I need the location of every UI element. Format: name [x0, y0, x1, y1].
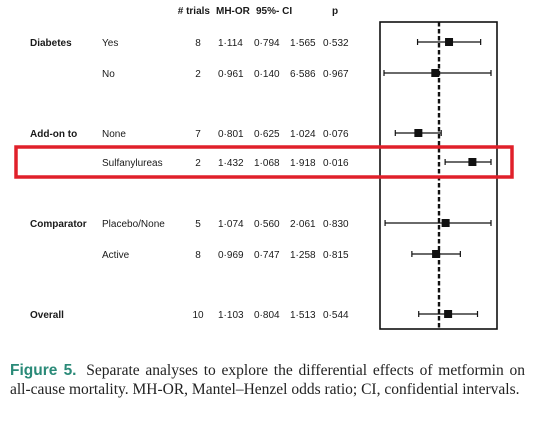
row-ci-upper-value: 1·258	[290, 250, 316, 261]
row-or-value: 1·074	[218, 219, 244, 230]
row-p-value: 0·967	[323, 69, 349, 80]
header-p: p	[332, 6, 338, 17]
row-ci-lower-value: 0·747	[254, 250, 280, 261]
row-subgroup-label: Yes	[102, 38, 118, 49]
row-subgroup-label: Placebo/None	[102, 219, 165, 230]
row-ci-lower-value: 0·140	[254, 69, 280, 80]
row-ci-lower-value: 0·794	[254, 38, 280, 49]
row-ci-upper-value: 2·061	[290, 219, 316, 230]
row-p-value: 0·076	[323, 129, 349, 140]
row-or-value: 1·432	[218, 158, 244, 169]
row-ci-lower-value: 0·804	[254, 310, 280, 321]
point-estimate-marker	[441, 219, 450, 227]
row-subgroup-label: Active	[102, 250, 130, 261]
row-trials-value: 8	[195, 38, 201, 49]
row-p-value: 0·830	[323, 219, 349, 230]
row-group-label: Diabetes	[30, 38, 72, 49]
row-group-label: Comparator	[30, 219, 87, 230]
figure-caption-text: Separate analyses to explore the differe…	[10, 362, 525, 398]
header-mh-or: MH-OR	[216, 6, 251, 17]
row-p-value: 0·532	[323, 38, 349, 49]
row-subgroup-label: None	[102, 129, 126, 140]
point-estimate-marker	[431, 69, 440, 77]
figure-caption-label: Figure 5.	[10, 362, 77, 379]
row-subgroup-label: Sulfanylureas	[102, 158, 163, 169]
row-or-value: 1·103	[218, 310, 244, 321]
point-estimate-marker	[444, 310, 453, 318]
header-ci: 95%- CI	[256, 6, 292, 17]
row-trials-value: 2	[195, 69, 201, 80]
row-trials-value: 8	[195, 250, 201, 261]
row-subgroup-label: No	[102, 69, 115, 80]
row-group-label: Overall	[30, 310, 64, 321]
point-estimate-marker	[414, 129, 423, 137]
row-group-label: Add-on to	[30, 129, 77, 140]
row-ci-lower-value: 1·068	[254, 158, 280, 169]
forest-plot: # trials MH-OR 95%- CI p Diabetes Yes 8 1·114 0·…	[14, 6, 514, 330]
row-ci-lower-value: 0·560	[254, 219, 280, 230]
row-p-value: 0·815	[323, 250, 349, 261]
point-estimate-marker	[445, 38, 454, 46]
header-trials: # trials	[178, 6, 211, 17]
row-ci-upper-value: 1·513	[290, 310, 316, 321]
point-estimate-marker	[432, 250, 441, 258]
highlight-box	[14, 145, 514, 179]
figure-caption: Figure 5. Separate analyses to explore t…	[10, 361, 525, 399]
row-or-value: 0·961	[218, 69, 244, 80]
row-p-value: 0·544	[323, 310, 349, 321]
row-trials-value: 5	[195, 219, 201, 230]
row-trials-value: 7	[195, 129, 201, 140]
row-trials-value: 2	[195, 158, 201, 169]
row-ci-lower-value: 0·625	[254, 129, 280, 140]
row-or-value: 1·114	[218, 38, 243, 49]
row-ci-upper-value: 1·565	[290, 38, 316, 49]
row-ci-upper-value: 6·586	[290, 69, 316, 80]
row-ci-upper-value: 1·918	[290, 158, 316, 169]
row-or-value: 0·969	[218, 250, 244, 261]
row-trials-value: 10	[192, 310, 204, 321]
row-p-value: 0·016	[323, 158, 349, 169]
row-ci-upper-value: 1·024	[290, 129, 316, 140]
row-or-value: 0·801	[218, 129, 244, 140]
point-estimate-marker	[468, 158, 477, 166]
